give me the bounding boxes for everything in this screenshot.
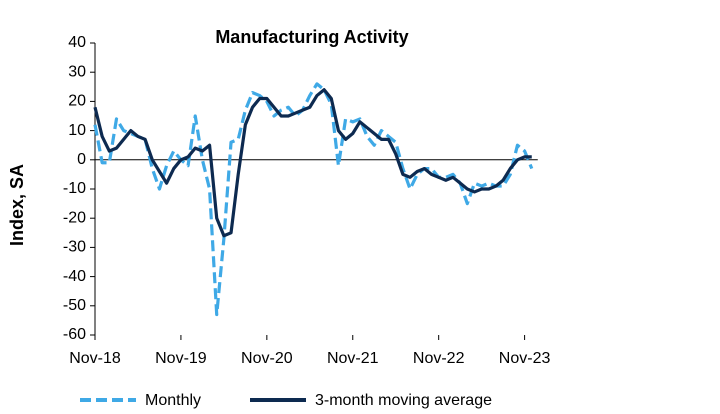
y-tick-label: -60: [63, 326, 86, 343]
series-line: [93, 88, 532, 238]
y-tick-label: -30: [63, 239, 86, 256]
y-tick-label: 30: [68, 63, 86, 80]
legend-label: 3-month moving average: [315, 392, 492, 409]
x-tick-label: Nov-22: [413, 350, 465, 367]
legend-label: Monthly: [145, 392, 201, 409]
x-tick-label: Nov-20: [241, 350, 293, 367]
x-tick-label: Nov-21: [327, 350, 379, 367]
x-tick-label: Nov-19: [155, 350, 207, 367]
series-line: [93, 82, 534, 317]
y-axis-title: Index, SA: [7, 164, 27, 246]
y-tick-label: 40: [68, 34, 86, 51]
y-tick-label: -10: [63, 180, 86, 197]
y-tick-label: 20: [68, 93, 86, 110]
y-tick-label: 0: [77, 151, 86, 168]
y-tick-label: -50: [63, 297, 86, 314]
x-tick-label: Nov-23: [499, 350, 551, 367]
y-tick-label: -40: [63, 268, 86, 285]
y-tick-label: 10: [68, 122, 86, 139]
chart-title: Manufacturing Activity: [215, 27, 408, 47]
y-tick-label: -20: [63, 209, 86, 226]
x-tick-label: Nov-18: [69, 350, 121, 367]
